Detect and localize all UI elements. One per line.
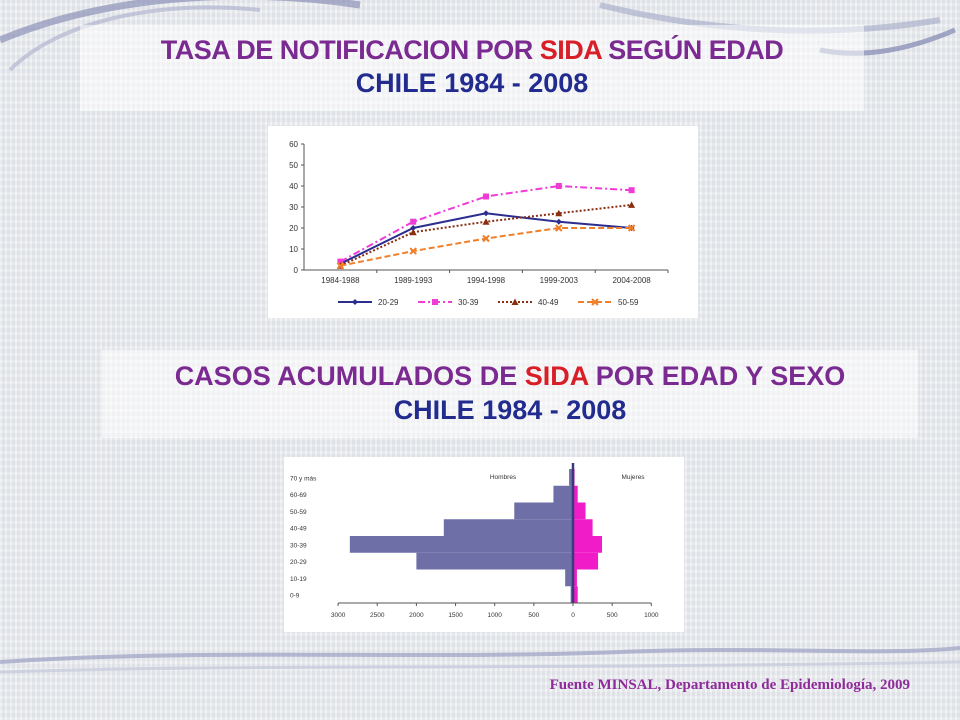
data-point [410, 218, 417, 225]
data-point [409, 228, 417, 236]
legend-label-hombres: Hombres [490, 474, 517, 481]
y-tick-label: 30 [289, 203, 298, 212]
data-point [336, 262, 345, 270]
legend-marker [511, 298, 519, 305]
chart1-title: TASA DE NOTIFICACION POR SIDA SEGÚN EDAD [160, 35, 784, 65]
chart2-title: CASOS ACUMULADOS DE SIDA POR EDAD Y SEXO [174, 361, 846, 391]
y-tick-label: 50 [289, 161, 298, 170]
bar-hombres [349, 536, 573, 553]
bar-mujeres [573, 502, 586, 520]
series-50-59 [336, 224, 636, 270]
x-tick-label: 1500 [448, 612, 463, 619]
data-point [628, 201, 636, 208]
series-line [340, 227, 632, 267]
legend-marker [432, 299, 438, 305]
legend-label: 30-39 [458, 298, 479, 307]
population-pyramid-chart: 0-9 10-19 20-29 30-39 40-49 50-59 60-69 70 y má… [290, 463, 659, 619]
x-tick-label: 1999-2003 [540, 276, 579, 285]
data-point [483, 210, 489, 217]
legend-marker [591, 298, 599, 306]
y-tick-label: 10 [289, 245, 298, 254]
x-tick-label: 3000 [331, 612, 346, 619]
legend-label-mujeres: Mujeres [621, 474, 645, 481]
y-tick-label: 20 [289, 224, 298, 233]
x-tick-label: 1984-1988 [321, 276, 360, 285]
y-category-label: 0-9 [290, 593, 300, 600]
legend-marker [352, 299, 358, 305]
y-category-label: 30-39 [290, 542, 307, 549]
data-point [555, 183, 562, 189]
x-tick-label: 2500 [370, 612, 385, 619]
legend-label: 50-59 [618, 298, 639, 307]
y-category-label: 40-49 [290, 526, 307, 533]
legend-label: 20-29 [378, 298, 399, 307]
data-point [483, 193, 489, 200]
data-point [337, 258, 344, 265]
y-category-label: 20-29 [290, 559, 307, 566]
x-tick-label: 1989-1993 [394, 276, 433, 285]
bar-hombres [443, 519, 573, 536]
data-point [409, 247, 417, 255]
sida-highlight: SIDA [539, 35, 602, 65]
data-point [555, 218, 562, 225]
data-point [482, 218, 490, 225]
bar-hombres [569, 469, 573, 486]
chart1-title-box: TASA DE NOTIFICACION POR SIDA SEGÚN EDAD… [80, 25, 864, 111]
x-tick-label: 1000 [487, 612, 502, 619]
bar-mujeres [573, 519, 593, 536]
chart2-subtitle: CHILE 1984 - 2008 [393, 395, 627, 425]
chart2-title-box: CASOS ACUMULADOS DE SIDA POR EDAD Y SEXO… [102, 350, 918, 438]
data-point [482, 234, 490, 243]
y-category-label: 70 y más [290, 475, 317, 482]
bar-mujeres [573, 536, 602, 553]
y-tick-label: 0 [294, 266, 299, 275]
bar-mujeres [573, 586, 578, 603]
bar-mujeres [573, 552, 599, 570]
bar-hombres [565, 569, 573, 587]
pyramid-chart-panel: 0-9 10-19 20-29 30-39 40-49 50-59 60-69 70 y má… [284, 457, 684, 632]
chart1-subtitle: CHILE 1984 - 2008 [355, 68, 589, 98]
line-chart: 0 10 20 30 40 50 60 1984-1988 1989-1993 1994-1998… [289, 140, 669, 307]
data-point [628, 187, 635, 194]
data-point [555, 209, 563, 217]
data-point [555, 224, 563, 232]
bar-hombres [553, 485, 573, 503]
x-tick-label: 500 [528, 612, 539, 619]
x-tick-label: 2004-2008 [612, 276, 651, 285]
x-tick-label: 500 [607, 612, 618, 619]
bar-mujeres [573, 485, 578, 503]
x-tick-label: 0 [571, 612, 575, 619]
y-tick-label: 60 [289, 140, 298, 149]
data-point [410, 225, 417, 231]
bar-hombres [514, 502, 573, 520]
y-category-label: 50-59 [290, 509, 307, 516]
legend: 20-29 30-39 40-49 50-59 [338, 298, 639, 307]
y-category-label: 60-69 [290, 492, 307, 499]
line-chart-panel: 0 10 20 30 40 50 60 1984-1988 1989-1993 1994-1998… [268, 126, 698, 318]
y-tick-label: 40 [289, 182, 298, 191]
sida-highlight: SIDA [524, 361, 589, 391]
bar-hombres [416, 552, 573, 570]
x-tick-label: 1994-1998 [467, 276, 506, 285]
bar-mujeres [573, 569, 577, 587]
x-tick-label: 1000 [644, 612, 659, 619]
legend-label: 40-49 [538, 298, 559, 307]
data-point [627, 224, 636, 232]
series-30-39 [337, 183, 635, 265]
source-note: Fuente MINSAL, Departamento de Epidemiol… [549, 677, 910, 693]
y-category-label: 10-19 [290, 576, 307, 583]
x-tick-label: 2000 [409, 612, 424, 619]
